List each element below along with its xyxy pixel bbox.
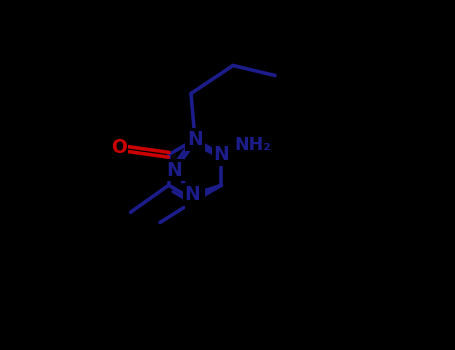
Text: N: N [213, 145, 229, 164]
Text: N: N [185, 185, 200, 204]
Text: N: N [167, 161, 182, 180]
Text: NH₂: NH₂ [234, 136, 271, 154]
Text: O: O [111, 138, 126, 157]
Text: N: N [187, 130, 203, 149]
Text: N: N [187, 191, 203, 210]
